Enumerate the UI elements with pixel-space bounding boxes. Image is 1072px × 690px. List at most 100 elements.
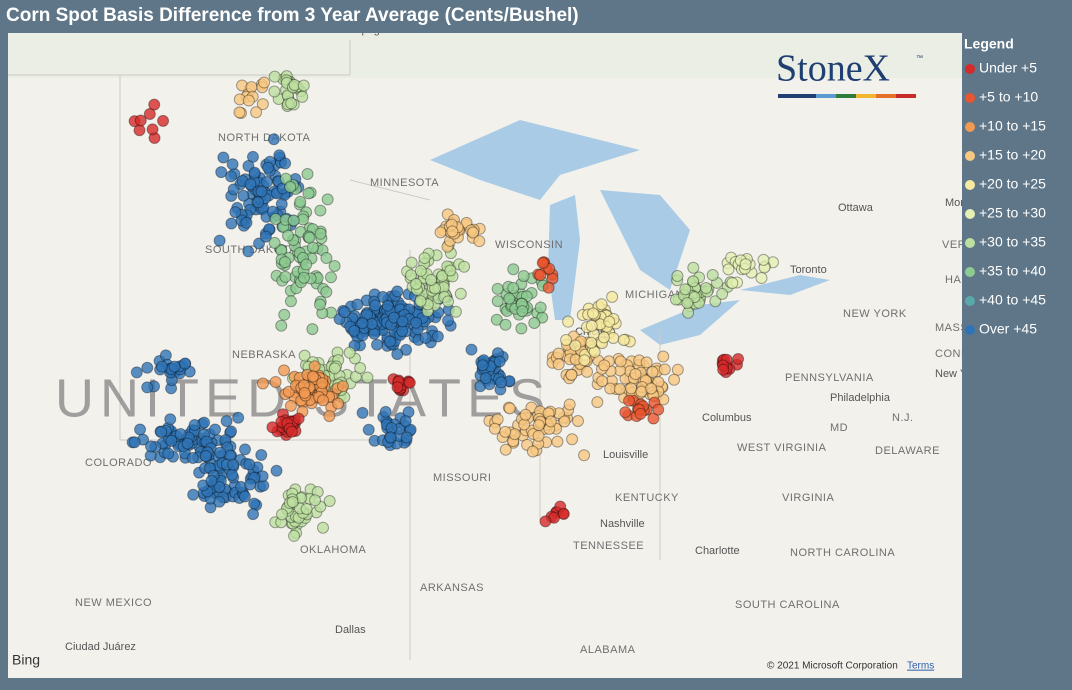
legend-label: +5 to +10 xyxy=(979,89,1038,105)
station-dot xyxy=(252,196,265,209)
lake-huron xyxy=(600,190,690,290)
station-dot xyxy=(551,435,564,448)
station-dot xyxy=(571,414,584,427)
station-dot xyxy=(244,178,257,191)
station-dot xyxy=(285,425,298,438)
station-dot xyxy=(250,106,263,119)
station-dot xyxy=(755,271,768,284)
copyright: © 2021 Microsoft Corporation xyxy=(767,661,898,672)
station-dot xyxy=(706,269,719,282)
station-dot xyxy=(323,495,336,508)
legend-swatch xyxy=(965,122,975,132)
station-dot xyxy=(268,85,281,98)
station-dot xyxy=(465,343,478,356)
station-dot xyxy=(557,507,570,520)
station-dot xyxy=(314,227,327,240)
station-dot xyxy=(232,411,245,424)
station-dot xyxy=(314,204,327,217)
station-dot xyxy=(384,431,397,444)
station-dot xyxy=(141,381,154,394)
station-dot xyxy=(757,253,770,266)
station-dot xyxy=(542,281,555,294)
station-dot xyxy=(356,406,369,419)
station-dot xyxy=(499,443,512,456)
station-dot xyxy=(214,446,227,459)
place-label: Dallas xyxy=(335,624,366,636)
station-dot xyxy=(238,490,251,503)
station-dot xyxy=(168,360,181,373)
station-dot xyxy=(144,440,157,453)
legend-swatch xyxy=(965,93,975,103)
station-dot xyxy=(242,94,255,107)
station-dot xyxy=(244,478,257,491)
station-dot xyxy=(671,363,684,376)
legend-label: +30 to +35 xyxy=(979,234,1046,250)
legend-label: +15 to +20 xyxy=(979,147,1046,163)
station-dot xyxy=(240,216,253,229)
station-dot xyxy=(425,273,438,286)
station-dot xyxy=(396,315,409,328)
station-dot xyxy=(130,366,143,379)
station-dot xyxy=(503,292,516,305)
station-dot xyxy=(258,76,271,89)
station-dot xyxy=(454,287,467,300)
legend-title: Legend xyxy=(964,36,1014,52)
station-dot xyxy=(405,256,418,269)
place-label: NORTH CAROLINA xyxy=(790,547,895,559)
lake-superior xyxy=(430,120,640,200)
place-label: Nashville xyxy=(600,518,645,530)
station-dot xyxy=(647,412,660,425)
station-dot xyxy=(368,327,381,340)
station-dot xyxy=(328,362,341,375)
station-dot xyxy=(165,434,178,447)
station-dot xyxy=(458,260,471,273)
station-dot xyxy=(544,415,557,428)
station-dot xyxy=(323,410,336,423)
station-dot xyxy=(267,133,280,146)
station-dot xyxy=(278,256,291,269)
station-dot xyxy=(532,429,545,442)
station-dot xyxy=(629,368,642,381)
station-dot xyxy=(199,449,212,462)
station-dot xyxy=(488,422,501,435)
station-dot xyxy=(499,318,512,331)
terms-link[interactable]: Terms xyxy=(907,661,934,672)
place-label: ALABAMA xyxy=(580,644,636,656)
place-label: Philadelphia xyxy=(830,392,891,404)
place-label: Ciudad Juárez xyxy=(65,641,136,653)
station-dot xyxy=(259,230,272,243)
place-label: COLORADO xyxy=(85,457,152,469)
station-dot xyxy=(657,350,670,363)
place-label: N.J. xyxy=(892,412,914,424)
station-dot xyxy=(726,277,739,290)
station-dot xyxy=(356,317,369,330)
station-dot xyxy=(273,149,286,162)
legend-swatch xyxy=(965,238,975,248)
station-dot xyxy=(260,176,273,189)
place-label: Montreal xyxy=(945,197,988,209)
station-dot xyxy=(519,408,532,421)
station-dot xyxy=(403,376,416,389)
legend-label: +40 to +45 xyxy=(979,292,1046,308)
station-dot xyxy=(294,195,307,208)
station-dot xyxy=(431,330,444,343)
station-dot xyxy=(681,296,694,309)
legend-label: +10 to +15 xyxy=(979,118,1046,134)
place-label: HAMP xyxy=(945,274,979,286)
legend-swatch xyxy=(965,325,975,335)
lake-ontario xyxy=(740,275,830,295)
station-dot xyxy=(255,185,268,198)
place-label: NORTH DAKOTA xyxy=(218,132,311,144)
station-dot xyxy=(279,157,292,170)
legend-swatch xyxy=(965,267,975,277)
station-dot xyxy=(297,79,310,92)
station-dot xyxy=(351,298,364,311)
station-dot xyxy=(587,307,600,320)
legend-swatch xyxy=(965,296,975,306)
station-dot xyxy=(343,346,356,359)
station-dot xyxy=(301,167,314,180)
station-dot xyxy=(391,381,404,394)
place-label: DELAWARE xyxy=(875,445,940,457)
station-dot xyxy=(320,285,333,298)
station-dot xyxy=(209,423,222,436)
